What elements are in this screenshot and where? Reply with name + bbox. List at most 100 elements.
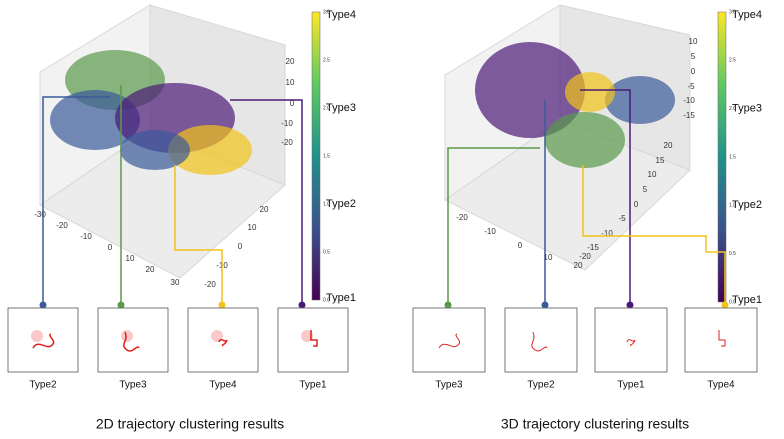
point-cluster	[605, 76, 675, 124]
colorbar-tick-label: 0.5	[729, 251, 736, 257]
point-cluster	[168, 125, 252, 175]
x-tick-label: -30	[34, 210, 46, 219]
connector-dot	[39, 301, 47, 309]
y-tick-label: 10	[248, 223, 257, 232]
colorbar-tick-label: 1.5	[323, 153, 330, 159]
point-cluster	[120, 130, 190, 170]
colorbar-tick-label: 2.0	[323, 105, 330, 111]
thumbnail-label: Type4	[209, 380, 237, 391]
colorbar-label: Type4	[732, 9, 762, 21]
colorbar-tick-label: 2.5	[729, 58, 736, 64]
thumbnail-label: Type3	[435, 380, 463, 391]
connector	[582, 165, 726, 305]
z-tick-label: 0	[290, 99, 295, 108]
connector-dot	[117, 301, 125, 309]
thumbnail-label: Type2	[29, 380, 57, 391]
z-tick-label: -10	[683, 96, 695, 105]
colorbar-tick-label: 2.0	[729, 106, 736, 112]
z-tick-label: -10	[281, 119, 293, 128]
y-tick-label: 0	[634, 200, 639, 209]
y-tick-label: 0	[238, 242, 243, 251]
thumbnail-label: Type3	[119, 380, 147, 391]
x-tick-label: 10	[544, 253, 553, 262]
z-tick-label: 5	[691, 52, 696, 61]
thumbnail-label: Type4	[707, 380, 735, 391]
colorbar-label: Type4	[326, 9, 356, 21]
trajectory	[531, 331, 548, 352]
z-tick-label: 0	[691, 67, 696, 76]
y-tick-label: 10	[648, 170, 657, 179]
x-tick-label: -10	[484, 227, 496, 236]
z-tick-label: 20	[286, 57, 295, 66]
z-tick-label: 10	[286, 78, 295, 87]
connector	[42, 96, 110, 305]
x-tick-label: 20	[146, 265, 155, 274]
z-tick-label: -15	[683, 111, 695, 120]
connector-dot	[721, 301, 729, 309]
colorbar-label: Type1	[326, 292, 356, 304]
colorbar-tick-label: 0.5	[323, 249, 330, 255]
colorbar-tick-label: 2.5	[323, 57, 330, 63]
point-cluster	[50, 90, 140, 150]
colorbar-tick-label: 3.0	[323, 9, 330, 15]
connector-dot	[541, 301, 549, 309]
trajectory	[438, 333, 461, 349]
colorbar-tick-label: 1.0	[323, 201, 330, 207]
point-cluster	[545, 112, 625, 168]
trajectory	[218, 338, 228, 347]
x-tick-label: 10	[126, 254, 135, 263]
trajectory	[123, 331, 140, 352]
colorbar-tick-label: 1.0	[729, 203, 736, 209]
connector	[447, 147, 540, 305]
colorbar	[717, 11, 727, 303]
panel-caption: 3D trajectory clustering results	[501, 416, 689, 432]
colorbar-tick-label: 0.0	[729, 299, 736, 305]
x-tick-label: 0	[518, 241, 523, 250]
colorbar-label: Type3	[326, 102, 356, 114]
colorbar-label: Type1	[732, 294, 762, 306]
panel: 1050-5-10-15-20-1001020-20-15-10-5051015…	[412, 4, 762, 432]
connector	[580, 89, 631, 305]
trajectory	[32, 333, 55, 349]
y-tick-label: 5	[643, 185, 648, 194]
connector-dot	[218, 301, 226, 309]
panel-caption: 2D trajectory clustering results	[96, 416, 284, 432]
colorbar-label: Type2	[326, 198, 356, 210]
thumbnail-label: Type1	[299, 380, 327, 391]
y-tick-label: -15	[587, 243, 599, 252]
y-tick-label: 15	[656, 156, 665, 165]
thumbnail	[97, 307, 169, 373]
trajectory	[718, 330, 726, 347]
point-cluster	[565, 72, 615, 112]
colorbar	[311, 11, 321, 301]
thumbnail	[684, 307, 758, 373]
colorbar-label: Type3	[732, 103, 762, 115]
x-tick-label: 0	[108, 243, 113, 252]
trajectory-glow	[211, 330, 223, 342]
thumbnail	[504, 307, 578, 373]
x-tick-label: 30	[171, 278, 180, 287]
z-tick-label: -20	[281, 138, 293, 147]
connector-dot	[444, 301, 452, 309]
connector	[174, 165, 223, 305]
y-tick-label: -10	[601, 229, 613, 238]
x-tick-label: -20	[56, 221, 68, 230]
colorbar-label: Type2	[732, 199, 762, 211]
trajectory	[310, 330, 318, 347]
trajectory-glow	[31, 330, 43, 342]
trajectory	[626, 339, 636, 347]
connector-dot	[298, 301, 306, 309]
point-cluster	[475, 42, 585, 138]
thumbnail	[7, 307, 79, 373]
x-tick-label: 20	[574, 261, 583, 270]
y-tick-label: 20	[260, 205, 269, 214]
connector	[230, 99, 303, 305]
thumbnail-label: Type1	[617, 380, 645, 391]
trajectory-glow	[301, 330, 313, 342]
x-tick-label: -10	[80, 232, 92, 241]
z-tick-label: -5	[687, 82, 695, 91]
y-tick-label: -5	[618, 214, 626, 223]
connector-dot	[626, 301, 634, 309]
